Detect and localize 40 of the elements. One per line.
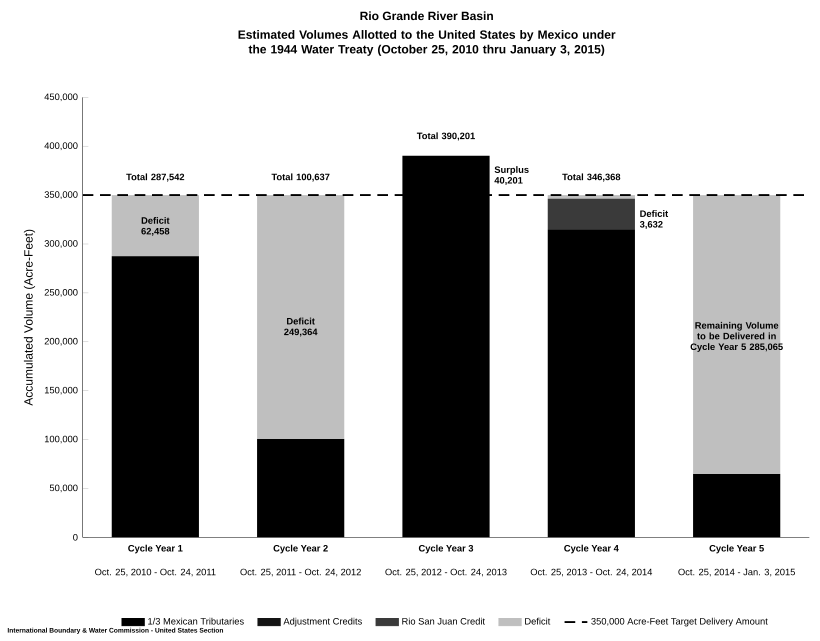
legend-label: Adjustment Credits bbox=[283, 618, 362, 626]
annotation: Deficit 62,458 bbox=[141, 216, 170, 236]
text: Oct. 25, 2014 - Jan. 3, 2015 bbox=[678, 568, 795, 576]
y-tick-label: 350,000 bbox=[44, 191, 78, 199]
legend-label: Rio San Juan Credit bbox=[402, 618, 485, 624]
y-tick-label: 200,000 bbox=[44, 338, 78, 346]
annotation: Deficit 249,364 bbox=[284, 318, 318, 336]
annotation: Total 287,542 bbox=[126, 173, 184, 182]
chart-title: Rio Grande River Basin bbox=[360, 11, 493, 20]
y-axis-title: Accumulated Volume (Acre-Feet) bbox=[24, 230, 36, 406]
x-tick-label: Cycle Year 5 bbox=[710, 544, 764, 554]
bar bbox=[257, 194, 344, 439]
legend-label: Deficit bbox=[525, 618, 550, 624]
text: Oct. 25, 2012 - Oct. 24, 2013 bbox=[385, 568, 507, 576]
y-tick-label: 150,000 bbox=[44, 386, 78, 394]
annotation: Deficit 3,632 bbox=[640, 210, 668, 229]
text: Oct. 25, 2010 - Oct. 24, 2011 bbox=[95, 568, 216, 576]
legend-label: 1/3 Mexican Tributaries bbox=[148, 618, 244, 624]
y-tick-label: 50,000 bbox=[50, 484, 78, 492]
legend-label: 350,000 Acre-Feet Target Delivery Amount bbox=[591, 618, 768, 626]
annotation: Total 100,637 bbox=[272, 173, 330, 182]
y-tick-label: 400,000 bbox=[44, 142, 78, 150]
text: Oct. 25, 2013 - Oct. 24, 2014 bbox=[530, 568, 652, 576]
annotation: Total 390,201 bbox=[416, 132, 475, 140]
chart-subtitle: Estimated Volumes Allotted to the United States by Mexico under the 1944 Water Treaty (October 25, 2010 thru January 3, 2015) bbox=[238, 30, 616, 56]
y-tick-label: 300,000 bbox=[44, 240, 78, 248]
annotation: Total 346,368 bbox=[562, 173, 620, 182]
x-tick-label: Cycle Year 3 bbox=[418, 544, 474, 554]
bar bbox=[112, 194, 199, 256]
y-tick-label: 250,000 bbox=[44, 288, 78, 297]
x-tick-label: Cycle Year 2 bbox=[274, 544, 328, 554]
x-tick-label: Cycle Year 4 bbox=[564, 544, 619, 554]
annotation: Remaining Volume to be Delivered in Cycle Year 5 285,065 bbox=[690, 322, 783, 352]
bar bbox=[548, 198, 635, 230]
annotation: Surplus 40,201 bbox=[494, 166, 529, 185]
x-tick-label: Cycle Year 1 bbox=[128, 544, 183, 554]
y-tick-label: 450,000 bbox=[44, 93, 78, 102]
text: Oct. 25, 2011 - Oct. 24, 2012 bbox=[240, 568, 361, 576]
y-tick-label: 100,000 bbox=[44, 436, 78, 444]
y-tick-label: 0 bbox=[73, 534, 78, 540]
